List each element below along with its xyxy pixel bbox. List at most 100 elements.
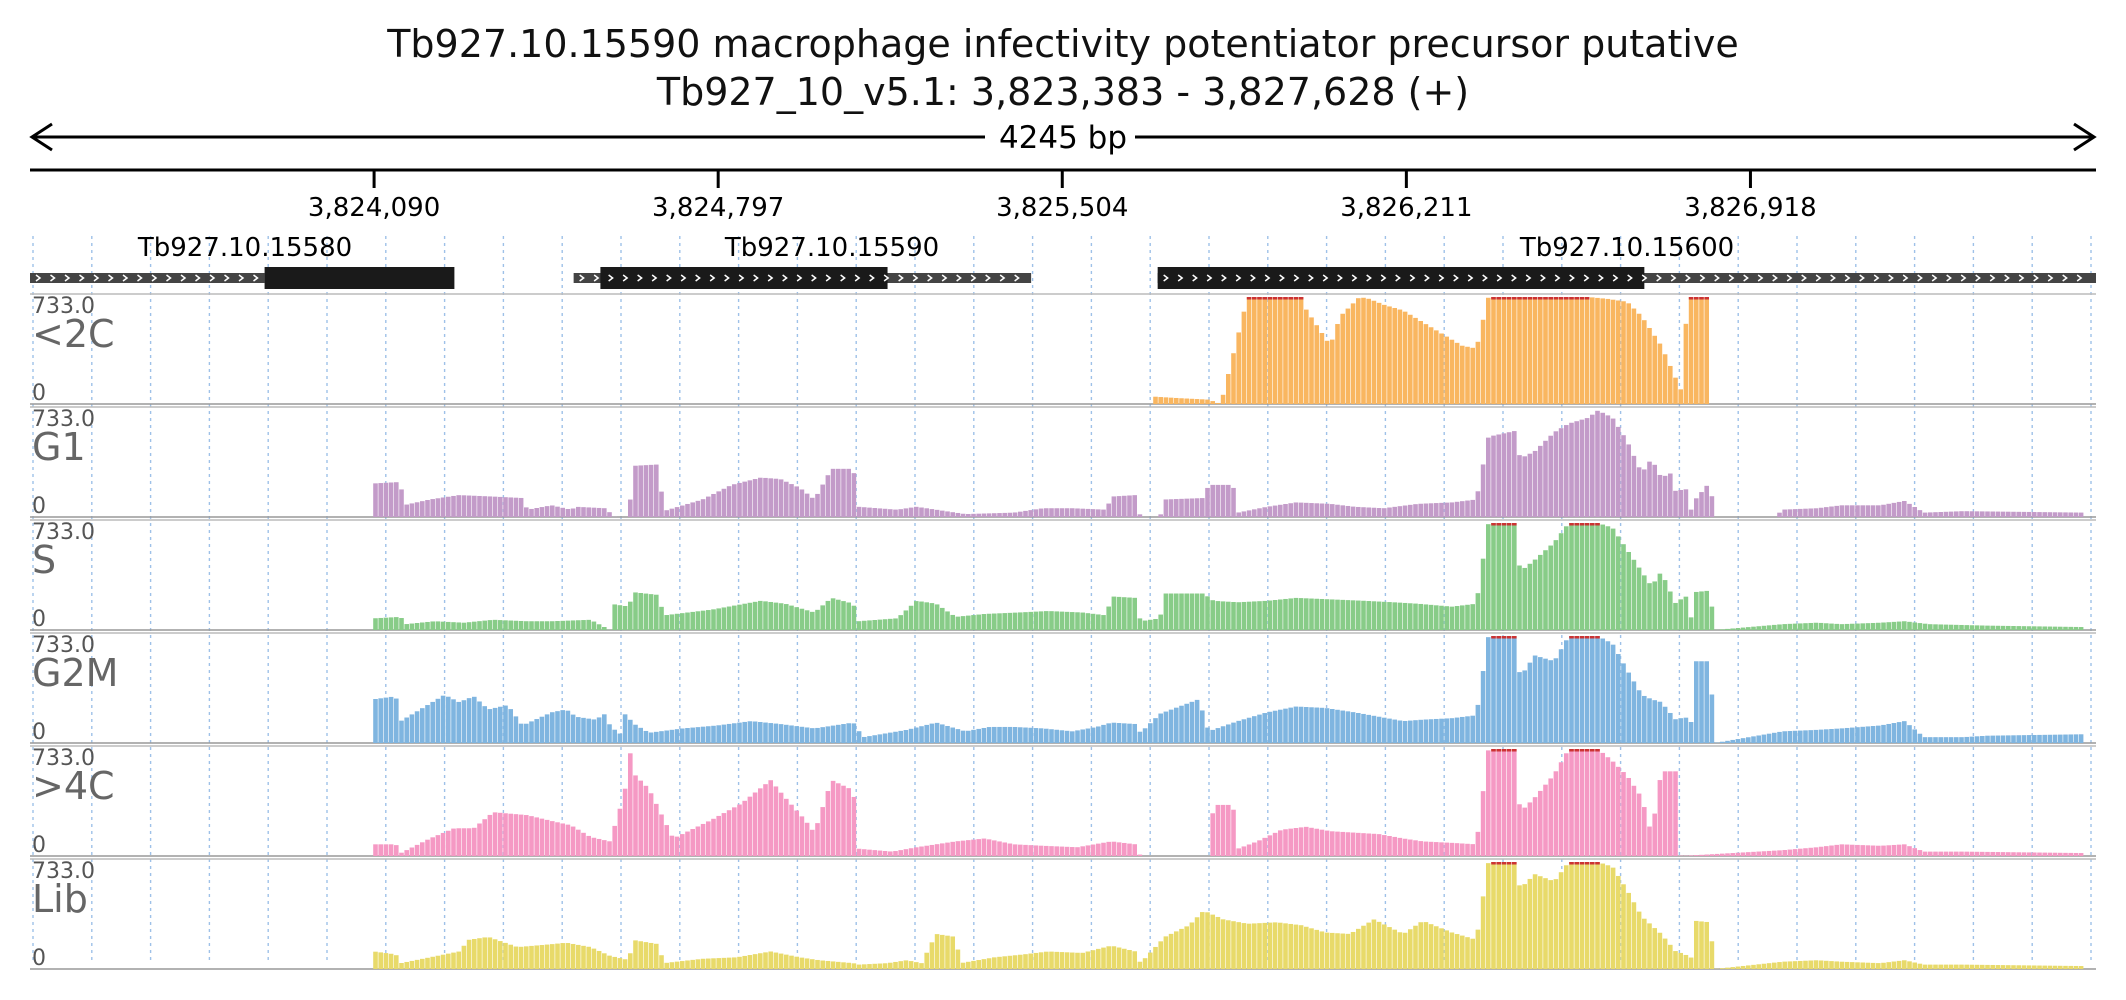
coverage-bar xyxy=(1813,847,1819,856)
coverage-bar xyxy=(1122,597,1127,630)
coverage-bar xyxy=(872,735,877,743)
coverage-bar xyxy=(1018,954,1023,969)
coverage-bar xyxy=(1860,623,1865,630)
coverage-bar xyxy=(1314,503,1319,517)
coverage-bar xyxy=(706,610,711,630)
coverage-bar xyxy=(1964,964,1969,969)
coverage-bar xyxy=(1340,831,1345,856)
coverage-bar xyxy=(1647,826,1652,856)
coverage-bar xyxy=(1304,502,1309,517)
coverage-bar xyxy=(1558,297,1564,404)
coverage-bar xyxy=(1714,853,1720,856)
track-ymin-label: 0 xyxy=(32,607,46,632)
coverage-bar xyxy=(1049,508,1054,517)
coverage-bar xyxy=(456,495,461,517)
coverage-bar xyxy=(1881,962,1886,969)
coverage-bar xyxy=(659,814,664,856)
coverage-bar xyxy=(1101,842,1106,856)
coverage-bar xyxy=(1610,528,1616,630)
coverage-bar xyxy=(1860,726,1865,743)
coverage-bar xyxy=(1309,827,1314,856)
coverage-bar xyxy=(2052,626,2058,630)
coverage-bar xyxy=(482,706,487,743)
clip-marker xyxy=(1496,636,1501,639)
coverage-bar xyxy=(1413,925,1418,969)
clip-marker xyxy=(1569,862,1574,865)
coverage-bar xyxy=(1465,604,1470,630)
coverage-bar xyxy=(1470,938,1475,969)
coverage-bar xyxy=(799,957,805,969)
coverage-bar xyxy=(1850,962,1855,969)
coverage-bar xyxy=(1272,710,1278,743)
strand-arrow xyxy=(224,274,230,282)
coverage-bar xyxy=(1850,727,1855,743)
strand-arrow xyxy=(122,274,129,282)
coverage-bar xyxy=(872,963,877,969)
coverage-bar xyxy=(1210,600,1215,630)
coverage-bar xyxy=(1241,601,1247,630)
strand-arrow xyxy=(180,274,187,282)
coverage-bar xyxy=(1532,297,1538,404)
coverage-bar xyxy=(1090,509,1096,517)
coverage-bar xyxy=(503,705,508,743)
strand-arrow xyxy=(1366,274,1372,282)
clip-marker xyxy=(1501,862,1507,865)
coverage-bar xyxy=(1142,620,1148,630)
coverage-bar xyxy=(1439,333,1444,404)
coverage-bar xyxy=(1054,508,1059,517)
coverage-bar xyxy=(862,507,867,517)
coverage-bar xyxy=(737,956,742,969)
coverage-bar xyxy=(1870,622,1876,630)
coverage-bar xyxy=(1621,435,1626,517)
coverage-bar xyxy=(1298,502,1304,517)
coverage-bar xyxy=(1335,599,1340,630)
coverage-bar xyxy=(1174,499,1179,517)
coverage-bar xyxy=(1345,308,1351,404)
coverage-bar xyxy=(1834,623,1839,630)
coverage-bar xyxy=(1059,508,1065,517)
coverage-bar xyxy=(534,508,539,517)
coverage-bar xyxy=(2042,965,2047,969)
coverage-bar xyxy=(2000,852,2006,856)
coverage-bar xyxy=(1610,299,1616,404)
coverage-bar xyxy=(1896,621,1902,630)
coverage-bar xyxy=(1236,720,1241,743)
coverage-bar xyxy=(1314,707,1319,743)
coverage-bar xyxy=(872,850,877,856)
strand-arrow xyxy=(1786,274,1793,282)
coverage-bar xyxy=(1922,737,1928,743)
coverage-bar xyxy=(1288,598,1293,630)
coverage-bar xyxy=(997,956,1002,969)
gene-label: Tb927.10.15580 xyxy=(137,233,352,263)
coverage-bar xyxy=(1886,503,1891,517)
gene-model: Tb927.10.15580 xyxy=(30,233,455,289)
coverage-bar xyxy=(1933,964,1938,969)
coverage-bar xyxy=(560,620,565,630)
coverage-bar xyxy=(1205,912,1210,969)
strand-arrow xyxy=(1380,274,1387,282)
coverage-bar xyxy=(612,825,617,856)
coverage-bar xyxy=(2042,734,2047,743)
coverage-bar xyxy=(1829,623,1834,630)
coverage-bar xyxy=(752,601,758,630)
coverage-bar xyxy=(1808,508,1813,517)
coverage-bar xyxy=(1636,793,1642,856)
coverage-bar xyxy=(394,482,399,517)
coverage-bar xyxy=(1657,780,1663,856)
coverage-bar xyxy=(1413,504,1418,517)
coverage-bar xyxy=(1231,602,1236,630)
coverage-bar xyxy=(1288,503,1293,517)
coverage-bar xyxy=(810,829,815,856)
coverage-bar xyxy=(1860,962,1865,969)
coverage-bar xyxy=(784,798,789,856)
coverage-bar xyxy=(1517,297,1522,404)
coverage-bar xyxy=(1382,601,1387,630)
coverage-bar xyxy=(1345,505,1351,517)
coverage-bar xyxy=(1189,922,1195,969)
span-label: 4245 bp xyxy=(999,120,1127,156)
coverage-bar xyxy=(1486,750,1491,856)
coverage-bar xyxy=(1454,717,1460,743)
coverage-bar xyxy=(2047,626,2053,630)
coverage-bar xyxy=(1002,842,1007,856)
coverage-bar xyxy=(1704,297,1709,404)
